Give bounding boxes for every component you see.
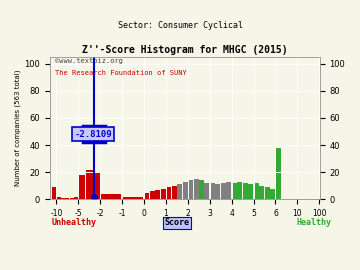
Bar xyxy=(161,188,166,199)
Bar xyxy=(93,172,100,199)
Bar xyxy=(210,183,215,199)
Bar xyxy=(204,183,210,199)
Bar xyxy=(215,184,220,199)
Bar xyxy=(276,148,281,199)
Bar xyxy=(86,170,93,199)
Bar xyxy=(177,184,182,199)
Bar xyxy=(101,194,121,199)
Title: Z''-Score Histogram for MHGC (2015): Z''-Score Histogram for MHGC (2015) xyxy=(82,45,287,55)
Bar xyxy=(183,182,188,199)
Bar xyxy=(243,183,248,199)
Bar xyxy=(265,187,270,199)
Bar xyxy=(232,183,237,199)
Bar xyxy=(78,175,85,199)
Bar xyxy=(254,183,259,199)
Bar xyxy=(52,187,56,199)
Text: -2.8109: -2.8109 xyxy=(74,130,112,139)
Bar xyxy=(270,188,275,199)
Text: Sector: Consumer Cyclical: Sector: Consumer Cyclical xyxy=(117,21,243,30)
Bar xyxy=(188,180,193,199)
Bar xyxy=(166,187,171,199)
Bar xyxy=(144,193,149,199)
Text: Healthy: Healthy xyxy=(297,218,332,227)
Bar xyxy=(57,197,60,199)
Bar xyxy=(155,190,160,199)
Bar xyxy=(226,182,231,199)
Bar xyxy=(194,179,199,199)
Text: Score: Score xyxy=(165,218,189,227)
Bar xyxy=(69,198,74,199)
Bar xyxy=(123,197,143,199)
Bar xyxy=(259,186,264,199)
Y-axis label: Number of companies (563 total): Number of companies (563 total) xyxy=(15,70,22,186)
Text: ©www.textbiz.org: ©www.textbiz.org xyxy=(55,58,123,64)
Bar xyxy=(221,183,226,199)
Bar xyxy=(74,197,78,199)
Text: The Research Foundation of SUNY: The Research Foundation of SUNY xyxy=(55,70,187,76)
Bar xyxy=(65,198,69,199)
Bar xyxy=(61,198,65,199)
Bar xyxy=(237,182,242,199)
Bar xyxy=(150,191,155,199)
Bar xyxy=(248,184,253,199)
Bar xyxy=(172,186,177,199)
Text: Unhealthy: Unhealthy xyxy=(51,218,96,227)
Bar xyxy=(199,180,204,199)
